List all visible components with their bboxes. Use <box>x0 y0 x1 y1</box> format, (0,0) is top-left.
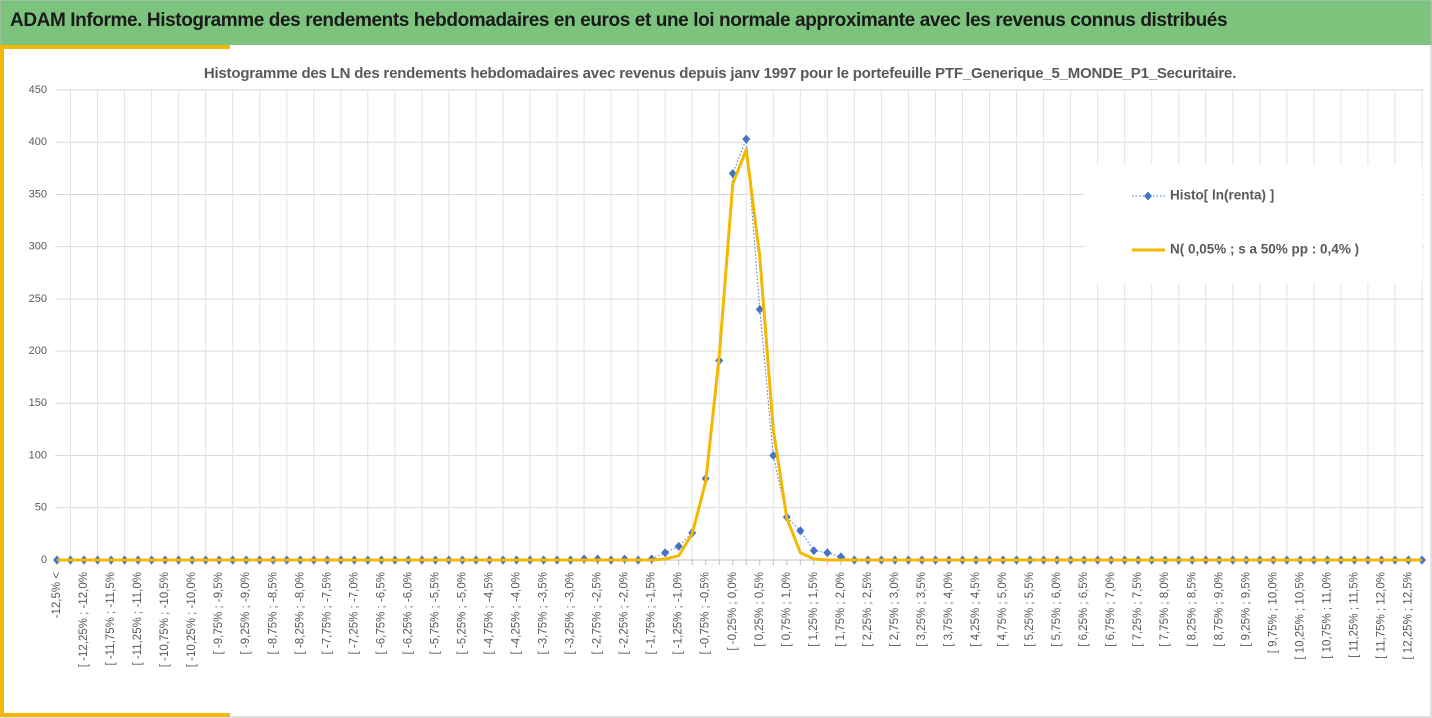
data-point <box>661 548 670 558</box>
legend-label: Histo[ ln(renta) ] <box>1170 188 1274 203</box>
x-tick-label: [ -2,75% ; -2,5% <box>592 572 604 654</box>
x-tick-label: [ 6,75% ; 7,0% <box>1105 572 1117 647</box>
x-tick-label: [ 1,25% ; 1,5% <box>808 572 820 647</box>
x-tick-label: [ 12,25% ; 12,5% <box>1403 572 1415 660</box>
x-tick-label: [ 11,25% ; 11,5% <box>1348 572 1360 658</box>
x-tick-label: [ -4,25% ; -4,0% <box>511 572 523 654</box>
y-tick-label: 0 <box>41 554 47 566</box>
x-tick-label: [ 5,25% ; 5,5% <box>1024 572 1036 647</box>
data-point <box>742 134 751 144</box>
series-line <box>57 148 1422 562</box>
x-tick-label: [ 0,25% ; 0,5% <box>754 572 766 647</box>
x-tick-label: [ -0,25% ; 0,0% <box>727 572 739 651</box>
x-tick-label: [ -3,75% ; -3,5% <box>538 572 550 654</box>
y-tick-label: 300 <box>29 241 47 253</box>
x-tick-label: [ 10,25% ; 10,5% <box>1294 572 1306 660</box>
data-point <box>809 546 818 556</box>
x-tick-label: [ -6,75% ; -6,5% <box>375 572 387 654</box>
y-tick-label: 350 <box>29 188 47 200</box>
data-point <box>674 541 683 551</box>
x-tick-label: [ -11,75% ; -11,5% <box>105 572 117 666</box>
y-tick-label: 200 <box>29 345 47 357</box>
y-tick-label: 100 <box>29 449 47 461</box>
x-tick-label: -12,5% < <box>51 572 63 619</box>
legend-box <box>1084 165 1422 283</box>
x-tick-label: [ -10,75% ; -10,5% <box>159 572 171 667</box>
x-tick-label: [ -0,75% ; -0,5% <box>700 572 712 654</box>
x-tick-label: [ 1,75% ; 2,0% <box>835 572 847 647</box>
x-tick-label: [ -5,75% ; -5,5% <box>429 572 441 654</box>
x-tick-label: [ 10,75% ; 11,0% <box>1321 572 1333 659</box>
x-tick-label: [ -11,25% ; -11,0% <box>132 572 144 666</box>
x-tick-label: [ -6,25% ; -6,0% <box>402 572 414 654</box>
chart-title: Histogramme des LN des rendements hebdom… <box>204 65 1236 82</box>
x-tick-label: [ -1,75% ; -1,5% <box>646 572 658 654</box>
data-point <box>769 451 778 461</box>
x-tick-label: [ 2,75% ; 3,0% <box>889 572 901 647</box>
x-tick-label: [ 2,25% ; 2,5% <box>862 572 874 647</box>
x-tick-label: [ -1,25% ; -1,0% <box>673 572 685 654</box>
x-tick-label: [ 7,75% ; 8,0% <box>1159 572 1171 647</box>
x-tick-label: [ -5,25% ; -5,0% <box>456 572 468 654</box>
x-tick-label: [ -10,25% ; -10,0% <box>186 572 198 667</box>
x-tick-label: [ 9,25% ; 9,5% <box>1240 572 1252 647</box>
x-tick-label: [ 4,75% ; 5,0% <box>997 572 1009 647</box>
x-tick-label: [ -9,25% ; -9,0% <box>240 572 252 654</box>
data-point <box>823 548 832 558</box>
x-tick-label: [ 7,25% ; 7,5% <box>1132 572 1144 647</box>
x-tick-label: [ 3,25% ; 3,5% <box>916 572 928 647</box>
y-tick-label: 450 <box>29 84 47 96</box>
x-tick-label: [ -8,25% ; -8,0% <box>294 572 306 654</box>
x-tick-label: [ -3,25% ; -3,0% <box>565 572 577 654</box>
y-tick-label: 50 <box>35 502 47 514</box>
x-tick-label: [ 6,25% ; 6,5% <box>1078 572 1090 647</box>
x-tick-label: [ 4,25% ; 4,5% <box>970 572 982 647</box>
header-title: ADAM Informe. Histogramme des rendements… <box>10 10 1228 31</box>
x-tick-label: [ -7,75% ; -7,5% <box>321 572 333 654</box>
x-tick-label: [ -12,25% ; -12,0% <box>78 572 90 667</box>
x-tick-label: [ 3,75% ; 4,0% <box>943 572 955 647</box>
x-tick-label: [ -4,75% ; -4,5% <box>484 572 496 654</box>
x-tick-label: [ 5,75% ; 6,0% <box>1051 572 1063 647</box>
y-tick-label: 400 <box>29 136 47 148</box>
y-tick-label: 250 <box>29 293 47 305</box>
x-tick-label: [ -8,75% ; -8,5% <box>267 572 279 654</box>
x-tick-label: [ 8,25% ; 8,5% <box>1186 572 1198 647</box>
x-tick-label: [ -7,25% ; -7,0% <box>348 572 360 654</box>
header-bar: ADAM Informe. Histogramme des rendements… <box>0 0 1432 45</box>
legend-label: N( 0,05% ; s a 50% pp : 0,4% ) <box>1170 242 1359 257</box>
x-tick-label: [ 9,75% ; 10,0% <box>1267 572 1279 653</box>
x-tick-label: [ 8,75% ; 9,0% <box>1213 572 1225 647</box>
x-tick-label: [ -2,25% ; -2,0% <box>619 572 631 654</box>
x-tick-label: [ 0,75% ; 1,0% <box>781 572 793 647</box>
x-tick-label: [ -9,75% ; -9,5% <box>213 572 225 654</box>
x-tick-label: [ 11,75% ; 12,0% <box>1375 572 1387 659</box>
data-point <box>796 526 805 536</box>
data-point <box>755 304 764 314</box>
y-tick-label: 150 <box>29 397 47 409</box>
legend-marker <box>1144 191 1152 201</box>
